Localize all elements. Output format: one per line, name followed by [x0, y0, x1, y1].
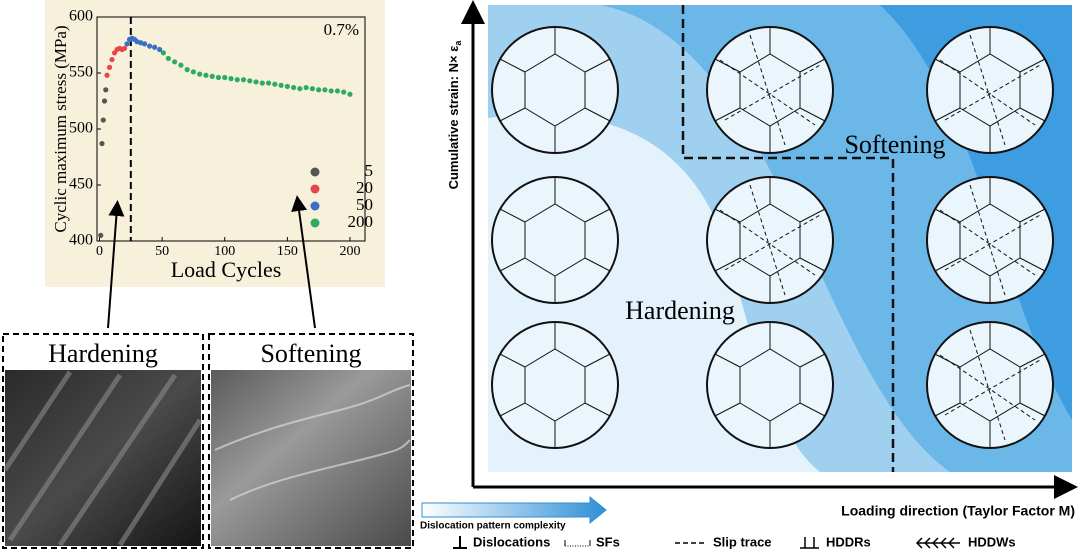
legend-label: HDDRs: [826, 534, 871, 549]
data-point: [106, 64, 113, 70]
data-point: [347, 91, 353, 97]
image-frame: [208, 333, 414, 549]
data-point: [99, 140, 105, 147]
data-point: [121, 45, 128, 51]
data-point: [141, 41, 148, 47]
data-point: [209, 73, 215, 79]
data-point: [316, 87, 322, 93]
data-point: [328, 88, 334, 94]
legend-label: 200: [348, 212, 374, 231]
data-point: [259, 80, 265, 86]
data-point: [157, 46, 163, 53]
data-point: [101, 98, 108, 104]
y-tick-label: 500: [69, 120, 93, 137]
data-point: [98, 232, 104, 238]
legend-marker: [310, 201, 320, 211]
legend-label: HDDWs: [968, 534, 1016, 549]
x-tick-label: 200: [339, 244, 360, 259]
legend-marker: [310, 184, 320, 194]
data-point: [253, 79, 259, 85]
complexity-arrow: [421, 495, 607, 525]
data-point: [104, 72, 110, 78]
legend-marker: [310, 218, 320, 228]
data-point: [284, 83, 290, 90]
data-point: [309, 86, 316, 92]
grain-schematics: [491, 26, 1054, 449]
data-point: [234, 77, 240, 83]
legend-label: Dislocations: [473, 534, 550, 549]
data-point: [100, 117, 106, 123]
arrow: [291, 195, 316, 329]
data-point: [228, 76, 234, 82]
x-tick-label: 50: [155, 244, 169, 259]
legend-label: 20: [356, 178, 373, 197]
region-label: Hardening: [625, 296, 735, 325]
data-point: [265, 80, 272, 86]
data-point: [297, 86, 303, 92]
data-point: [146, 43, 153, 49]
x-axis-label: Loading direction (Taylor Factor M): [841, 503, 1075, 519]
legend-label: 5: [365, 161, 374, 180]
legend-symbols: [453, 536, 960, 549]
data-point: [203, 72, 209, 78]
data-point: [197, 71, 203, 77]
data-point: [165, 55, 171, 62]
x-axis-label: Load Cycles: [171, 257, 282, 282]
data-point: [124, 41, 130, 47]
legend-label: 50: [356, 195, 373, 214]
arrow-label: Dislocation pattern complexity: [420, 521, 566, 532]
data-point: [278, 82, 284, 88]
y-axis-label-subscript: a: [453, 40, 463, 46]
micrograph: [211, 370, 411, 546]
data-point: [109, 56, 115, 63]
y-tick-label: 400: [69, 232, 93, 249]
y-tick-label: 600: [69, 8, 93, 25]
data-point: [291, 84, 297, 91]
x-tick-label: 0: [96, 244, 103, 259]
arrow: [107, 200, 125, 329]
legend-label: SFs: [596, 534, 620, 549]
x-tick-label: 100: [214, 244, 235, 259]
panel-title: Hardening: [48, 339, 158, 368]
data-point: [172, 59, 178, 65]
y-axis-label: Cyclic maximum stress (MPa): [51, 25, 70, 232]
legend-label: Slip trace: [713, 534, 772, 549]
y-axis-label-main: Cumulative strain: N× ε: [446, 46, 461, 190]
legend-marker: [310, 167, 320, 177]
y-tick-label: 450: [69, 176, 93, 193]
annotation: 0.7%: [324, 20, 359, 39]
data-point: [341, 89, 347, 95]
data-point: [184, 67, 190, 73]
data-point: [160, 50, 166, 56]
panel-title: Softening: [260, 339, 361, 368]
image-frame: [2, 333, 204, 549]
micrograph-texture: [2, 370, 203, 547]
data-point: [103, 87, 109, 93]
data-point: [303, 84, 309, 91]
y-tick-label: 550: [69, 64, 93, 81]
data-point: [247, 78, 253, 84]
y-axis-label: Cumulative strain: N× εa: [446, 40, 463, 190]
data-point: [222, 74, 228, 81]
data-point: [178, 62, 184, 68]
softening-boundary: [681, 5, 895, 472]
region-label: Softening: [844, 130, 945, 159]
data-point: [190, 69, 197, 75]
data-point: [152, 44, 158, 50]
x-tick-label: 150: [277, 244, 298, 259]
data-point: [240, 77, 247, 83]
data-point: [322, 87, 328, 93]
data-point: [272, 81, 278, 87]
data-point: [334, 88, 341, 94]
micrograph-texture: [214, 384, 411, 501]
data-point: [215, 74, 222, 81]
